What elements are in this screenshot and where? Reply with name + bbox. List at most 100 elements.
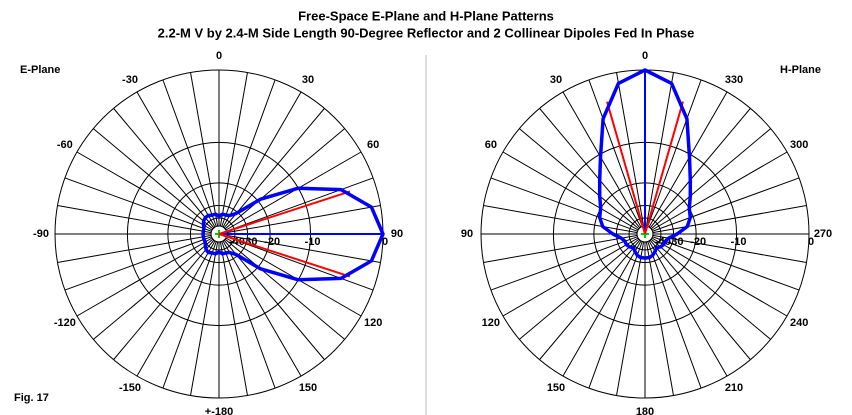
- spoke: [218, 151, 362, 235]
- spoke: [64, 233, 220, 291]
- angle-label: 0: [216, 50, 222, 62]
- angle-label: +-180: [205, 406, 233, 415]
- spoke: [644, 91, 728, 235]
- spoke: [644, 72, 674, 235]
- spoke: [644, 108, 751, 235]
- spoke: [644, 233, 751, 360]
- spoke: [483, 205, 646, 235]
- r-tick-label: -10: [731, 236, 747, 248]
- beamwidth-line: [218, 233, 351, 278]
- r-tick-label: 0: [808, 236, 814, 248]
- spoke: [644, 233, 702, 389]
- chart-title: H-Plane: [780, 64, 821, 76]
- angle-label: -60: [57, 139, 73, 151]
- spoke: [644, 233, 728, 377]
- spoke: [218, 233, 362, 317]
- spoke: [519, 128, 646, 235]
- spoke: [562, 91, 646, 235]
- spoke: [490, 177, 646, 235]
- beamwidth-line: [606, 101, 646, 235]
- angle-label: 180: [636, 406, 654, 415]
- angle-label: -150: [119, 382, 141, 394]
- angle-label: 0: [642, 50, 648, 62]
- spoke: [136, 233, 220, 377]
- title: Free-Space E-Plane and H-Plane Patterns: [298, 8, 554, 23]
- spoke: [644, 233, 807, 263]
- beamwidth-line: [218, 190, 351, 235]
- spoke: [57, 233, 220, 263]
- angle-label: 120: [482, 317, 500, 329]
- spoke: [539, 233, 646, 360]
- spoke: [644, 233, 771, 340]
- subtitle: 2.2-M V by 2.4-M Side Length 90-Degree R…: [158, 25, 695, 40]
- spoke: [644, 128, 771, 235]
- angle-label: -120: [54, 317, 76, 329]
- angle-label: 150: [299, 382, 317, 394]
- angle-label: 300: [790, 139, 808, 151]
- angle-label: 270: [814, 228, 832, 240]
- angle-label: 90: [391, 228, 403, 240]
- chart-title: E-Plane: [20, 64, 60, 76]
- spoke: [190, 72, 220, 235]
- angle-label: 240: [790, 317, 808, 329]
- spoke: [218, 233, 302, 377]
- spoke: [218, 233, 381, 263]
- angle-label: -90: [33, 228, 49, 240]
- spoke: [644, 233, 674, 396]
- pattern: [201, 186, 385, 282]
- angle-label: 30: [550, 74, 562, 86]
- beamwidth-line: [644, 101, 684, 235]
- figure-label: Fig. 17: [14, 392, 49, 404]
- spoke: [76, 233, 220, 317]
- spoke: [218, 91, 302, 235]
- spoke: [588, 79, 646, 235]
- spoke: [490, 233, 646, 291]
- spoke: [218, 233, 345, 340]
- spoke: [218, 128, 345, 235]
- spoke: [64, 177, 220, 235]
- spoke: [190, 233, 220, 396]
- spoke: [519, 233, 646, 340]
- spoke: [113, 233, 220, 360]
- r-tick-label: -30: [668, 236, 684, 248]
- angle-label: 90: [461, 228, 473, 240]
- spoke: [57, 205, 220, 235]
- spoke: [113, 108, 220, 235]
- spoke: [136, 91, 220, 235]
- spoke: [162, 79, 220, 235]
- r-tick-label: -20: [264, 236, 280, 248]
- spoke: [644, 205, 807, 235]
- spoke: [616, 72, 646, 235]
- angle-label: 150: [547, 382, 565, 394]
- angle-label: -30: [122, 74, 138, 86]
- spoke: [218, 205, 381, 235]
- angle-label: 60: [485, 139, 497, 151]
- angle-label: 30: [302, 74, 314, 86]
- spoke: [218, 233, 248, 396]
- spoke: [218, 79, 276, 235]
- pattern: [597, 68, 693, 260]
- spoke: [502, 151, 646, 235]
- spoke: [616, 233, 646, 396]
- angle-label: 120: [364, 317, 382, 329]
- spoke: [588, 233, 646, 389]
- spoke: [502, 233, 646, 317]
- spoke: [644, 233, 800, 291]
- angle-label: 330: [725, 74, 743, 86]
- spoke: [76, 151, 220, 235]
- spoke: [93, 233, 220, 340]
- spoke: [644, 79, 702, 235]
- r-tick-label: -10: [305, 236, 321, 248]
- spoke: [218, 233, 276, 389]
- spoke: [644, 233, 788, 317]
- spoke: [562, 233, 646, 377]
- spoke: [162, 233, 220, 389]
- spoke: [644, 177, 800, 235]
- r-tick-label: 0: [382, 236, 388, 248]
- spoke: [644, 151, 788, 235]
- spoke: [539, 108, 646, 235]
- r-tick-label: -20: [690, 236, 706, 248]
- angle-label: 60: [367, 139, 379, 151]
